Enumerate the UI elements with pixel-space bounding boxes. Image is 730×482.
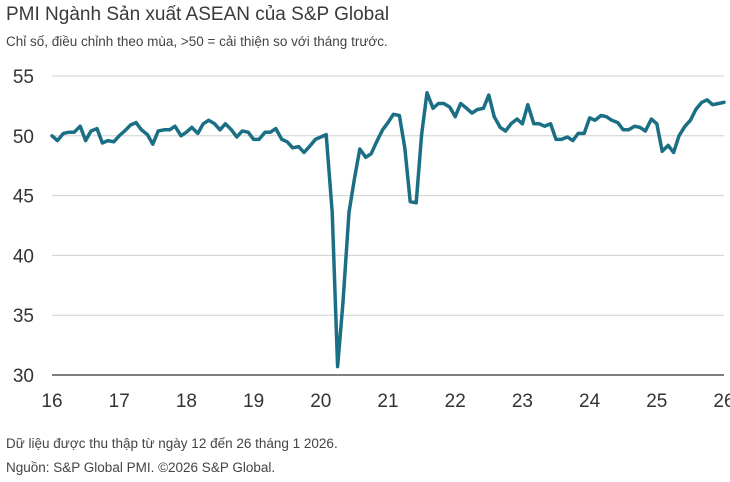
data-collection-note: Dữ liệu được thu thập từ ngày 12 đến 26 …: [6, 436, 338, 451]
x-tick-label: 19: [243, 391, 264, 412]
x-tick-label: 25: [646, 391, 667, 412]
y-tick-label: 50: [13, 127, 34, 148]
x-tick-label: 18: [176, 391, 197, 412]
chart-title: PMI Ngành Sản xuất ASEAN của S&P Global: [6, 4, 390, 25]
series-line-0: [50, 90, 726, 369]
x-tick-label: 23: [512, 391, 533, 412]
y-tick-label: 55: [13, 67, 34, 88]
y-tick-label: 45: [13, 187, 34, 208]
x-axis-ticks: 16 17 18 19 20 21 22 23 24 25 26: [41, 391, 730, 412]
x-tick-label: 16: [41, 391, 62, 412]
x-tick-label: 21: [377, 391, 398, 412]
x-tick-label: 20: [310, 391, 331, 412]
y-axis-ticks: 30 35 40 45 50 55: [13, 67, 34, 387]
y-tick-label: 35: [13, 306, 34, 327]
x-tick-label: 17: [109, 391, 130, 412]
series-group: [50, 90, 726, 369]
chart-subtitle: Chỉ số, điều chỉnh theo mùa, >50 = cải t…: [6, 34, 388, 49]
y-tick-label: 40: [13, 246, 34, 267]
gridlines: [52, 75, 724, 316]
x-tick-label: 22: [445, 391, 466, 412]
x-tick-label: 24: [579, 391, 601, 412]
source-note: Nguồn: S&P Global PMI. ©2026 S&P Global.: [6, 460, 276, 475]
y-tick-label: 30: [13, 366, 34, 387]
x-tick-label: 26: [713, 391, 730, 412]
